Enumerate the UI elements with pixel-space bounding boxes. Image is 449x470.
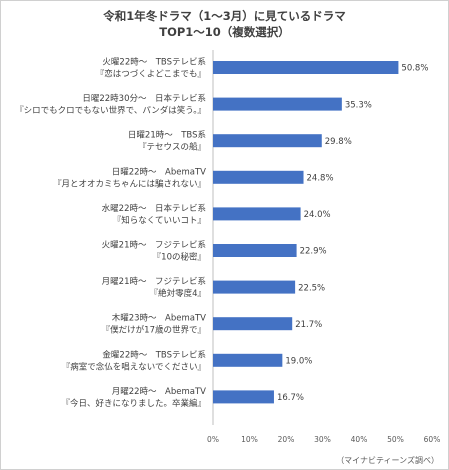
bar-8 <box>213 317 293 331</box>
bar-7 <box>213 280 296 294</box>
x-tick-label-0: 0% <box>207 435 219 444</box>
x-tick-label-20: 20% <box>278 435 295 444</box>
chart-title-line2: TOP1〜10（複数選択） <box>159 25 290 39</box>
bar-2 <box>213 97 342 111</box>
data-label-1: 50.8% <box>401 64 428 74</box>
category-label-2-line2: 『シロでもクロでもない世界で、パンダは笑う。』 <box>15 105 206 116</box>
chart-title-line1: 令和1年冬ドラマ（1〜3月）に見ているドラマ <box>103 9 346 23</box>
category-label-2-line1: 日曜22時30分〜 日本テレビ系 <box>82 93 206 104</box>
x-tick-label-60: 60% <box>424 435 441 444</box>
category-label-4-line2: 『月とオオカミちゃんには騙されない』 <box>53 178 206 189</box>
category-label-5-line1: 水曜22時〜 日本テレビ系 <box>102 203 206 214</box>
category-label-3-line2: 『テセウスの船』 <box>138 142 206 153</box>
category-label-10-line1: 月曜22時〜 AbemaTV <box>112 387 206 397</box>
category-label-9-line1: 金曜22時〜 TBSテレビ系 <box>102 349 206 360</box>
category-label-3-line1: 日曜21時〜 TBS系 <box>128 130 206 141</box>
category-label-8-line1: 木曜23時〜 AbemaTV <box>112 313 206 324</box>
data-label-8: 21.7% <box>295 320 322 330</box>
category-label-6-line2: 『10の秘密』 <box>153 252 206 263</box>
data-label-3: 29.8% <box>325 137 352 147</box>
category-label-1-line1: 火曜22時〜 TBSテレビ系 <box>102 57 206 68</box>
x-tick-label-30: 30% <box>314 435 331 444</box>
data-label-6: 22.9% <box>300 247 327 257</box>
category-label-6-line1: 火曜21時〜 フジテレビ系 <box>102 240 206 251</box>
category-label-1-line2: 『恋はつづくよどこまでも』 <box>96 69 206 80</box>
data-label-5: 24.0% <box>304 210 331 220</box>
bar-10 <box>213 390 274 404</box>
bar-5 <box>213 207 301 221</box>
category-label-7-line2: 『絶対零度4』 <box>150 288 206 299</box>
data-label-7: 22.5% <box>298 283 325 293</box>
data-label-4: 24.8% <box>307 174 334 184</box>
category-label-10-line2: 『今日、好きになりました。卒業編』 <box>61 398 206 409</box>
bar-4 <box>213 170 304 184</box>
bar-1 <box>213 61 399 74</box>
data-label-10: 16.7% <box>277 393 304 403</box>
source-note: （マイナビティーンズ調べ） <box>336 456 439 465</box>
x-tick-label-50: 50% <box>387 435 404 444</box>
data-label-2: 35.3% <box>345 100 372 110</box>
bar-3 <box>213 134 322 148</box>
category-label-7-line1: 月曜21時〜 フジテレビ系 <box>102 276 206 287</box>
x-tick-label-40: 40% <box>351 435 368 444</box>
data-label-9: 19.0% <box>285 357 312 367</box>
bar-6 <box>213 244 297 257</box>
category-label-4-line1: 日曜22時〜 AbemaTV <box>112 167 206 177</box>
category-label-9-line2: 『病室で念仏を唱えないでください』 <box>62 361 206 372</box>
category-label-8-line2: 『僕だけが17歳の世界で』 <box>102 325 206 336</box>
bar-9 <box>213 353 283 367</box>
category-label-5-line2: 『知らなくていいコト』 <box>113 215 206 226</box>
x-tick-label-10: 10% <box>241 435 258 444</box>
